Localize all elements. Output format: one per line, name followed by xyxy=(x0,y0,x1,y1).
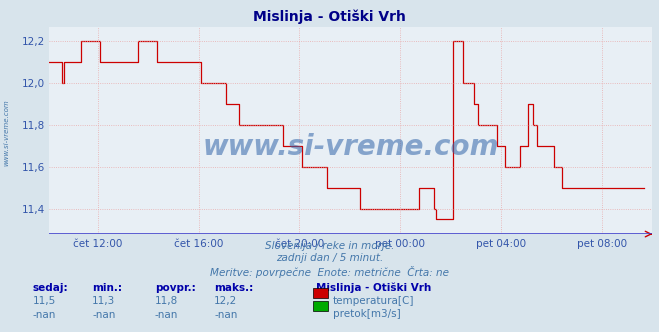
Text: -nan: -nan xyxy=(33,310,56,320)
Text: pretok[m3/s]: pretok[m3/s] xyxy=(333,309,401,319)
Text: zadnji dan / 5 minut.: zadnji dan / 5 minut. xyxy=(276,253,383,263)
Text: Mislinja - Otiški Vrh: Mislinja - Otiški Vrh xyxy=(253,9,406,24)
Text: 12,2: 12,2 xyxy=(214,296,237,306)
Text: min.:: min.: xyxy=(92,283,123,293)
Text: www.si-vreme.com: www.si-vreme.com xyxy=(203,133,499,161)
Text: 11,8: 11,8 xyxy=(155,296,178,306)
Text: -nan: -nan xyxy=(155,310,178,320)
Text: -nan: -nan xyxy=(214,310,237,320)
Text: 11,5: 11,5 xyxy=(33,296,56,306)
Text: povpr.:: povpr.: xyxy=(155,283,196,293)
Text: Meritve: povrpečne  Enote: metrične  Črta: ne: Meritve: povrpečne Enote: metrične Črta:… xyxy=(210,266,449,278)
Text: temperatura[C]: temperatura[C] xyxy=(333,296,415,306)
Text: 11,3: 11,3 xyxy=(92,296,115,306)
Text: www.si-vreme.com: www.si-vreme.com xyxy=(3,99,10,166)
Text: sedaj:: sedaj: xyxy=(33,283,69,293)
Text: -nan: -nan xyxy=(92,310,115,320)
Text: Slovenija / reke in morje.: Slovenija / reke in morje. xyxy=(265,241,394,251)
Text: Mislinja - Otiški Vrh: Mislinja - Otiški Vrh xyxy=(316,283,432,293)
Text: maks.:: maks.: xyxy=(214,283,254,293)
